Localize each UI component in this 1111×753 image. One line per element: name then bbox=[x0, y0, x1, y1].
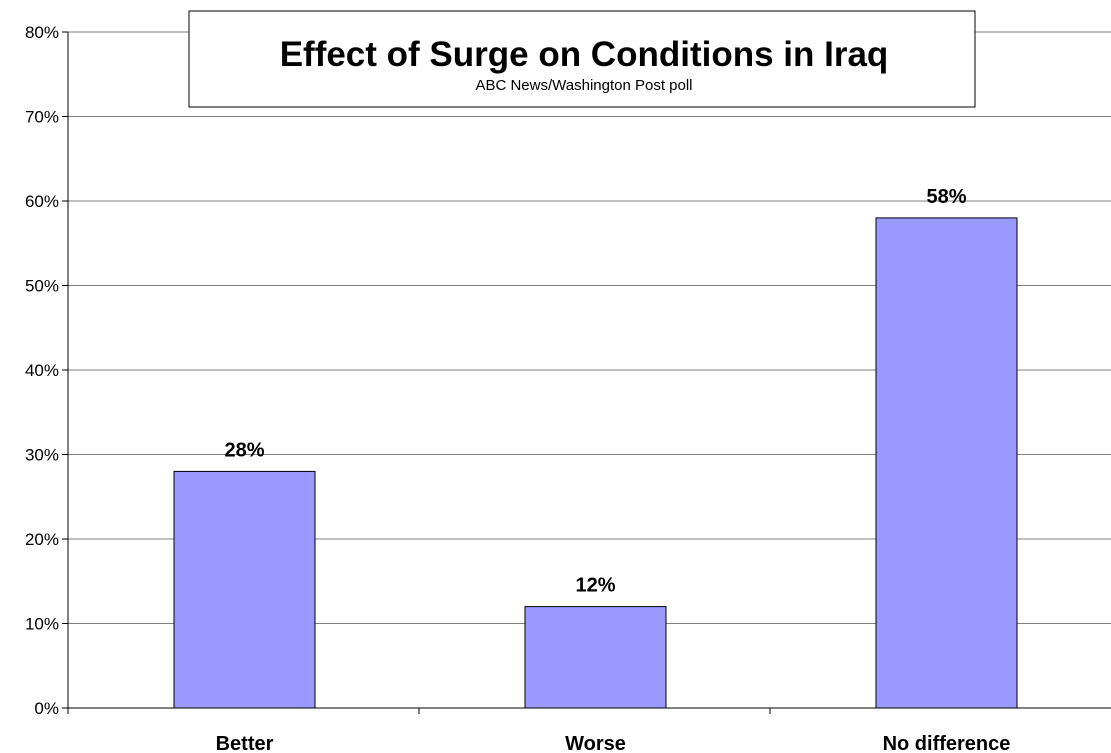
x-tick-label: Better bbox=[216, 733, 274, 753]
y-tick-label: 50% bbox=[25, 277, 59, 296]
chart-title: Effect of Surge on Conditions in Iraq bbox=[280, 35, 889, 74]
x-tick-label: Worse bbox=[565, 733, 626, 753]
data-label: 28% bbox=[224, 439, 264, 461]
bar bbox=[875, 217, 1018, 709]
y-tick-label: 60% bbox=[25, 192, 59, 211]
y-tick-label: 20% bbox=[25, 530, 59, 549]
y-tick-label: 0% bbox=[34, 699, 59, 718]
data-label: 58% bbox=[926, 186, 966, 208]
bar bbox=[524, 606, 667, 709]
title-box: Effect of Surge on Conditions in Iraq AB… bbox=[188, 10, 976, 108]
data-label: 12% bbox=[575, 575, 615, 597]
chart-subtitle: ABC News/Washington Post poll bbox=[475, 77, 692, 94]
bar bbox=[173, 470, 316, 709]
x-tick-label: No difference bbox=[883, 733, 1011, 753]
y-tick-label: 70% bbox=[25, 108, 59, 127]
title-box-frame bbox=[188, 10, 976, 108]
y-tick-label: 10% bbox=[25, 615, 59, 634]
data-labels: 28% 12% 58% bbox=[224, 186, 966, 597]
y-tick-label: 40% bbox=[25, 361, 59, 380]
y-tick-label: 80% bbox=[25, 23, 59, 42]
y-axis-ticks: 0% 10% 20% 30% 40% 50% 60% 70% 80% bbox=[25, 23, 68, 718]
x-axis-ticks: Better Worse No difference bbox=[67, 708, 1011, 753]
y-tick-label: 30% bbox=[25, 446, 59, 465]
bars bbox=[173, 217, 1018, 709]
